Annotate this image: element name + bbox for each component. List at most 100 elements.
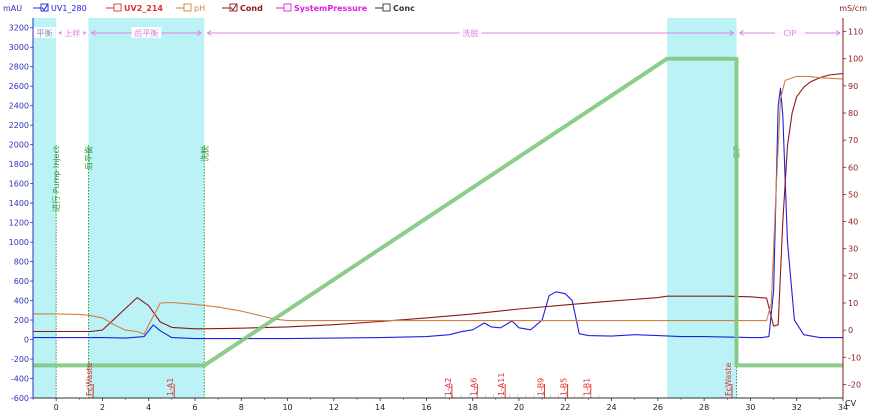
series-conc	[33, 56, 843, 368]
series-lines	[33, 56, 844, 368]
legend-check-3	[230, 4, 237, 11]
legend[interactable]: UV1_280 UV2_214 pH Cond SystemPressure Conc	[33, 3, 415, 13]
fraction-markers: FcWaste 1-A1 1-A2 1-A6 1-A11 1-B9 1-B5 1-B1 FcWa…	[85, 362, 733, 398]
x-tick-label-1: 2	[100, 403, 105, 412]
y-left-tick-label-10: 1400	[9, 199, 29, 208]
phase-label-3: 洗脱	[462, 28, 478, 38]
x-tick-label-13: 26	[653, 403, 663, 412]
y-left-tick-label-5: 400	[14, 297, 29, 306]
y-left-tick-label-7: 800	[14, 258, 29, 267]
legend-label-5[interactable]: Conc	[393, 4, 415, 13]
x-tick-label-12: 24	[606, 403, 616, 412]
legend-label-3[interactable]: Cond	[240, 4, 263, 13]
phase-bars: 平衡 上样 后平衡 洗脱 CIP	[33, 27, 841, 38]
fraction-label-6: 1-B5	[560, 378, 569, 396]
x-tick-label-3: 6	[192, 403, 197, 412]
legend-checkbox-4[interactable]	[283, 3, 292, 12]
phase-arrow-left-4	[738, 30, 744, 36]
phase-arrow-left-3	[206, 30, 212, 36]
y-right-tick-label-4: 20	[848, 272, 858, 281]
fraction-label-2: 1-A2	[444, 378, 453, 396]
phase-arrow-right-3	[729, 30, 735, 36]
y-right-tick-label-8: 60	[848, 163, 858, 172]
phase-arrow-right-2	[197, 30, 203, 36]
legend-checkbox-1[interactable]	[113, 3, 122, 12]
y-left-tick-label-4: 200	[14, 316, 29, 325]
x-tick-label-16: 32	[792, 403, 802, 412]
y-right-tick-label-6: 40	[848, 218, 858, 227]
legend-label-4[interactable]: SystemPressure	[294, 4, 368, 13]
y-left-tick-label-18: 3000	[9, 43, 29, 52]
y-right-tick-label-0: -20	[848, 380, 861, 389]
shaded-region-0	[33, 18, 57, 398]
y-right-tick-label-9: 70	[848, 136, 858, 145]
x-tick-label-8: 16	[421, 403, 431, 412]
legend-checkbox-3[interactable]	[229, 3, 238, 12]
phase-label-bg-0	[33, 27, 56, 38]
y-left-tick-label-0: -600	[11, 394, 29, 403]
legend-checkbox-5[interactable]	[382, 3, 391, 12]
y-left-tick-label-11: 1600	[9, 180, 29, 189]
x-tick-label-4: 8	[239, 403, 244, 412]
legend-checkbox-0[interactable]	[40, 3, 49, 12]
y-right-tick-label-3: 10	[848, 299, 858, 308]
x-tick-label-2: 4	[146, 403, 151, 412]
phase-label-bg-4	[774, 27, 805, 38]
x-tick-label-14: 28	[699, 403, 709, 412]
plot-background	[33, 18, 737, 398]
x-tick-label-17: 34	[838, 403, 848, 412]
phase-label-bg-2	[131, 27, 162, 38]
event-label-2: 洗脱	[199, 146, 209, 162]
legend-checkbox-2[interactable]	[183, 3, 192, 12]
phase-label-bg-3	[459, 27, 482, 38]
event-label-0: 进行 Pump Inject	[51, 146, 61, 212]
y-left-tick-label-1: -400	[11, 375, 29, 384]
x-axis-unit: CV	[845, 399, 857, 408]
shaded-region-1	[88, 18, 205, 398]
x-tick-label-11: 22	[560, 403, 570, 412]
legend-label-2[interactable]: pH	[194, 4, 205, 13]
x-tick-label-10: 20	[514, 403, 524, 412]
fraction-label-7: 1-B1	[583, 378, 592, 396]
phase-arrow-left-2	[90, 30, 96, 36]
legend-label-1[interactable]: UV2_214	[124, 4, 163, 13]
series-cond	[33, 73, 844, 333]
phase-label-0: 平衡	[37, 28, 53, 38]
x-tick-label-15: 30	[745, 403, 755, 412]
y-left-tick-label-12: 1800	[9, 160, 29, 169]
series-ph	[33, 75, 844, 335]
fraction-label-8: FcWaste	[724, 362, 733, 396]
y-right-tick-label-13: 110	[848, 28, 863, 37]
axes: -600 -400 -200 0 200 400 600 800 1000 12 0 0 1400 160…	[3, 4, 867, 412]
y-right-tick-label-1: -10	[848, 353, 861, 362]
x-tick-label-0: 0	[54, 403, 59, 412]
legend-check-0	[41, 4, 48, 11]
y-left-tick-label-13: 2000	[9, 141, 29, 150]
fraction-label-0: FcWaste	[85, 362, 94, 396]
phase-label-2: 后平衡	[134, 28, 158, 38]
y-right-tick-label-7: 50	[848, 190, 858, 199]
y-right-tick-label-2: 0	[848, 326, 853, 335]
x-tick-label-9: 18	[468, 403, 478, 412]
x-tick-label-5: 10	[282, 403, 292, 412]
phase-arrow-right-4	[835, 30, 841, 36]
y-right-tick-label-11: 90	[848, 82, 858, 91]
phase-label-1: 上样	[64, 28, 80, 38]
x-tick-label-7: 14	[375, 403, 385, 412]
y-left-tick-label-19: 3200	[9, 24, 29, 33]
legend-label-0[interactable]: UV1_280	[51, 4, 87, 13]
fraction-label-3: 1-A6	[469, 378, 478, 396]
y-left-tick-label-15: 2400	[9, 102, 29, 111]
x-tick-label-6: 12	[329, 403, 339, 412]
y-left-tick-label-16: 2600	[9, 82, 29, 91]
y-left-axis-unit: mAU	[3, 4, 22, 13]
y-left-tick-label-6: 600	[14, 277, 29, 286]
fraction-label-4: 1-A11	[497, 373, 506, 396]
y-left-tick-label-2: -200	[11, 355, 29, 364]
y-left-tick-label-14: 2200	[9, 121, 29, 130]
phase-label-bg-1	[61, 27, 84, 38]
y-left-tick-label-3: 0	[24, 336, 29, 345]
y-right-tick-label-12: 100	[848, 55, 863, 64]
y-left-tick-label-8: 1000	[9, 238, 29, 247]
